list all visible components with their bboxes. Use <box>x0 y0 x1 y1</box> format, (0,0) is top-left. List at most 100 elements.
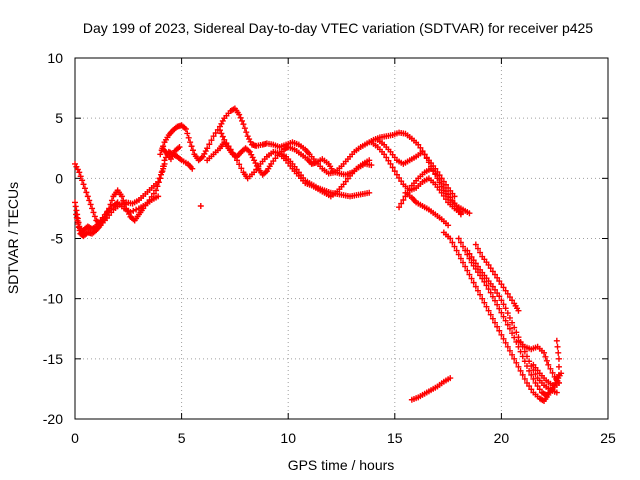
data-point <box>532 379 539 386</box>
data-point <box>496 278 503 285</box>
data-point <box>472 260 479 267</box>
data-point <box>455 235 462 242</box>
data-point <box>227 146 234 153</box>
data-point <box>383 154 390 161</box>
data-point <box>553 337 560 344</box>
series-track-7 <box>276 151 373 200</box>
series-track-20 <box>159 144 183 163</box>
data-point <box>212 130 219 137</box>
x-tick-label: 20 <box>494 430 510 446</box>
data-point <box>496 293 503 300</box>
data-point <box>470 279 477 286</box>
data-point <box>536 386 543 393</box>
x-tick-label: 10 <box>280 430 296 446</box>
y-tick-label: -15 <box>43 351 63 367</box>
data-point <box>464 267 471 274</box>
data-point <box>389 164 396 171</box>
data-point <box>76 227 83 234</box>
data-point <box>457 239 464 246</box>
axis-ticks <box>74 57 609 420</box>
series-track-1 <box>72 148 196 228</box>
data-point <box>500 335 507 342</box>
data-point <box>555 379 562 386</box>
data-point <box>231 153 238 160</box>
data-point <box>504 321 511 328</box>
data-point <box>485 261 492 268</box>
x-tick-label: 15 <box>387 430 403 446</box>
data-point <box>155 178 162 185</box>
data-point <box>513 329 520 336</box>
data-point <box>218 130 225 137</box>
series-track-16 <box>515 337 562 386</box>
data-point <box>455 251 462 258</box>
data-point <box>511 324 518 331</box>
data-point <box>502 339 509 346</box>
data-point <box>440 192 447 199</box>
data-point <box>442 188 449 195</box>
data-point <box>468 253 475 260</box>
data-point <box>240 121 247 128</box>
data-point <box>530 375 537 382</box>
data-point <box>238 165 245 172</box>
series-track-14 <box>464 247 560 396</box>
data-point <box>234 157 241 164</box>
data-point <box>498 281 505 288</box>
data-point <box>487 311 494 318</box>
data-point <box>500 313 507 320</box>
data-point <box>210 133 217 140</box>
data-point <box>73 214 80 221</box>
data-point <box>543 357 550 364</box>
data-point <box>385 157 392 164</box>
data-point <box>453 247 460 254</box>
data-point <box>157 151 164 158</box>
data-point <box>445 222 452 229</box>
data-point <box>481 278 488 285</box>
data-point <box>108 197 115 204</box>
data-point <box>83 189 90 196</box>
data-point <box>555 349 562 356</box>
data-point <box>457 255 464 262</box>
data-point <box>72 199 78 206</box>
data-point <box>553 389 560 396</box>
data-point <box>155 193 162 200</box>
data-point <box>451 243 458 250</box>
data-point <box>434 172 441 179</box>
data-point <box>506 314 513 321</box>
data-point <box>502 305 509 312</box>
data-point <box>515 363 522 370</box>
data-point <box>398 178 405 185</box>
data-point <box>189 147 196 154</box>
y-tick-label: 10 <box>47 50 63 66</box>
data-point <box>90 209 97 216</box>
data-point <box>189 165 196 172</box>
y-tick-label: -10 <box>43 291 63 307</box>
data-point <box>494 301 501 308</box>
data-point <box>462 263 469 270</box>
data-point <box>241 125 248 132</box>
data-point <box>481 299 488 306</box>
data-point <box>75 221 82 228</box>
data-point <box>221 136 228 143</box>
y-tick-label: -20 <box>43 411 63 427</box>
data-point <box>438 189 445 196</box>
data-point <box>447 235 454 242</box>
data-point <box>534 383 541 390</box>
data-point <box>532 371 539 378</box>
data-point <box>236 161 243 168</box>
data-point <box>483 303 490 310</box>
data-point <box>489 315 496 322</box>
data-point <box>223 140 230 147</box>
data-point <box>472 283 479 290</box>
data-point <box>483 282 490 289</box>
data-point <box>197 203 204 210</box>
data-point <box>118 193 125 200</box>
series-track-19 <box>197 203 204 210</box>
data-point <box>477 249 484 256</box>
data-point <box>528 371 535 378</box>
data-point <box>442 196 449 203</box>
x-axis-label: GPS time / hours <box>288 457 395 473</box>
data-point <box>237 114 244 121</box>
data-point <box>77 173 84 180</box>
data-point <box>549 382 556 389</box>
